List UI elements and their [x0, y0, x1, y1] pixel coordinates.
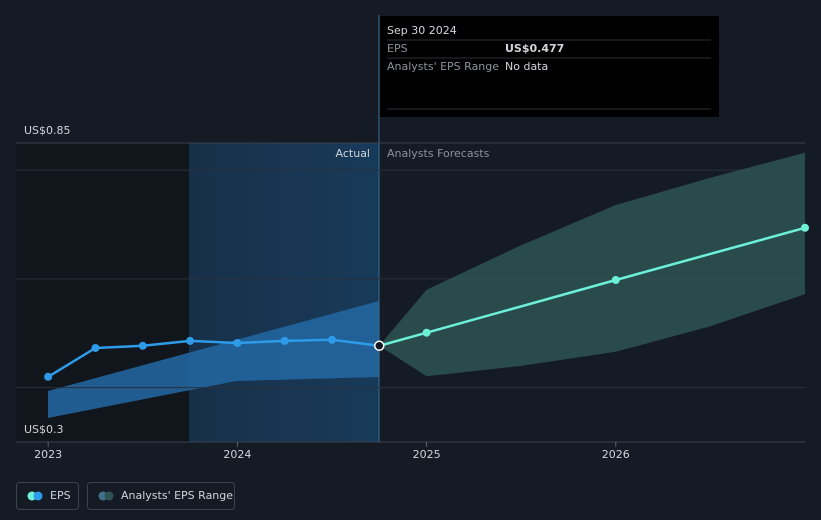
tooltip-value: No data — [505, 60, 548, 73]
point — [138, 341, 147, 350]
point — [186, 336, 195, 345]
tooltip-box — [380, 16, 719, 117]
x-tick-label: 2026 — [602, 448, 630, 461]
legend-label: EPS — [50, 489, 71, 502]
x-tick-label: 2024 — [223, 448, 251, 461]
line — [47, 338, 380, 378]
point — [233, 339, 242, 348]
tooltip: Sep 30 2024 EPS US$0.477 Analysts' EPS Rang… — [380, 16, 719, 117]
point — [280, 336, 289, 345]
y-tick-label: US$0.3 — [24, 423, 64, 436]
past-band — [48, 301, 379, 418]
legend-swatch — [33, 491, 43, 501]
range-band — [379, 152, 805, 377]
x-tick-label: 2023 — [34, 448, 62, 461]
y-tick-label: US$0.85 — [24, 124, 71, 137]
annotation-actual: Actual — [336, 147, 370, 160]
point — [801, 223, 809, 232]
annotation-forecast: Analysts Forecasts — [387, 147, 490, 160]
legend-item[interactable] — [87, 482, 235, 510]
legend-item[interactable] — [16, 482, 79, 510]
tooltip-label: EPS — [387, 42, 408, 55]
line — [378, 226, 806, 347]
point — [91, 343, 100, 352]
point — [611, 275, 620, 284]
tooltip-label: Analysts' EPS Range — [387, 60, 499, 73]
point — [422, 328, 431, 337]
highlight-point — [374, 340, 385, 352]
tooltip-value: US$0.477 — [505, 42, 564, 55]
point — [327, 335, 336, 344]
legend-label: Analysts' EPS Range — [121, 489, 233, 502]
legend-swatch — [104, 491, 114, 501]
tooltip-date: Sep 30 2024 — [387, 24, 457, 37]
point — [44, 372, 53, 381]
x-tick-label: 2025 — [413, 448, 441, 461]
last-year-shade — [189, 143, 379, 442]
